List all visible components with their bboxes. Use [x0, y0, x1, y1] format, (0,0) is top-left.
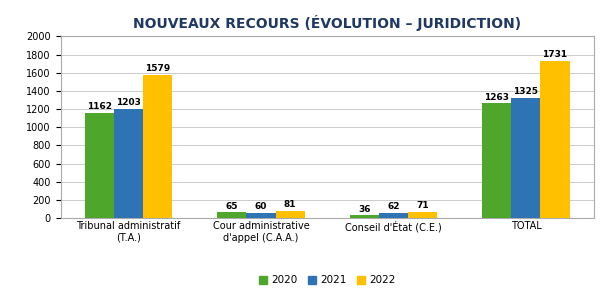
Bar — [247, 213, 276, 218]
Text: 1203: 1203 — [116, 98, 141, 108]
Bar — [511, 98, 541, 218]
Bar — [350, 215, 379, 218]
Text: 60: 60 — [255, 202, 267, 211]
Text: 1162: 1162 — [87, 102, 112, 111]
Bar — [379, 212, 408, 218]
Bar — [541, 61, 570, 218]
Legend: 2020, 2021, 2022: 2020, 2021, 2022 — [255, 271, 400, 289]
Text: 71: 71 — [416, 201, 429, 210]
Text: 1325: 1325 — [513, 87, 538, 96]
Bar — [143, 75, 172, 218]
Title: NOUVEAUX RECOURS (ÉVOLUTION – JURIDICTION): NOUVEAUX RECOURS (ÉVOLUTION – JURIDICTIO… — [133, 15, 521, 31]
Text: 62: 62 — [387, 202, 400, 211]
Text: 81: 81 — [284, 200, 296, 209]
Text: 65: 65 — [225, 202, 238, 211]
Text: 1263: 1263 — [484, 93, 509, 102]
Bar — [276, 211, 305, 218]
Bar — [114, 109, 143, 218]
Text: 1579: 1579 — [145, 64, 170, 73]
Bar — [408, 212, 437, 218]
Bar — [482, 103, 511, 218]
Text: 1731: 1731 — [542, 50, 568, 59]
Text: 36: 36 — [358, 205, 371, 214]
Bar — [218, 212, 247, 218]
Bar — [85, 112, 114, 218]
